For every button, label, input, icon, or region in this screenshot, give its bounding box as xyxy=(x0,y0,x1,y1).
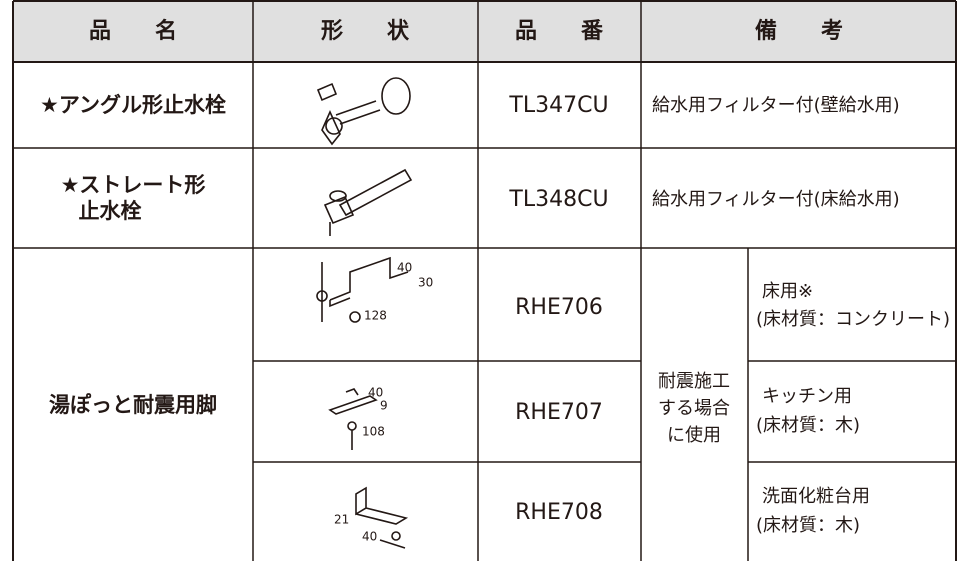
grid xyxy=(12,0,957,561)
header-cell: 品 名 xyxy=(89,18,177,44)
product-name: 湯ぽっと耐震用脚 xyxy=(49,393,217,417)
dimension: 40 xyxy=(368,386,383,400)
dimension: 9 xyxy=(380,399,388,413)
header-cell: 形 状 xyxy=(321,19,410,44)
shared-note: に使用 xyxy=(667,425,721,446)
header-bg xyxy=(13,1,956,62)
part-number: RHE707 xyxy=(515,400,603,425)
dimension: 108 xyxy=(362,425,385,439)
note: 給水用フィルター付(壁給水用) xyxy=(652,95,900,116)
note: (床材質：コンクリート) xyxy=(756,309,950,330)
product-name: ★ストレート形 xyxy=(61,173,206,197)
note: 床用※ xyxy=(762,281,813,302)
header-cell: 品 番 xyxy=(515,19,604,44)
shared-note: 耐震施工 xyxy=(658,371,730,392)
shared-note: する場合 xyxy=(658,398,730,419)
note: (床材質：木) xyxy=(756,515,860,536)
part-number: TL347CU xyxy=(508,93,608,118)
note: 洗面化粧台用 xyxy=(762,486,870,507)
part-number: RHE708 xyxy=(515,500,603,525)
part-number: RHE706 xyxy=(515,295,603,320)
straight-valve-drawing xyxy=(323,168,413,236)
note: 給水用フィルター付(床給水用) xyxy=(652,189,900,210)
note: キッチン用 xyxy=(762,386,852,407)
dimension: 21 xyxy=(334,513,349,527)
dimension: 128 xyxy=(364,309,387,323)
angle-valve-drawing xyxy=(316,77,411,146)
product-name: 止水栓 xyxy=(79,199,142,223)
part-number: TL348CU xyxy=(508,187,608,212)
dimension: 40 xyxy=(397,261,412,275)
dimension: 30 xyxy=(418,276,433,290)
dimension: 40 xyxy=(362,530,377,544)
header-cell: 備 考 xyxy=(755,18,843,44)
bracket-drawing xyxy=(328,388,378,450)
bracket-drawing xyxy=(355,486,409,549)
note: (床材質：木) xyxy=(756,415,860,436)
product-name: ★アングル形止水栓 xyxy=(40,93,226,117)
bracket-drawing xyxy=(316,256,409,323)
